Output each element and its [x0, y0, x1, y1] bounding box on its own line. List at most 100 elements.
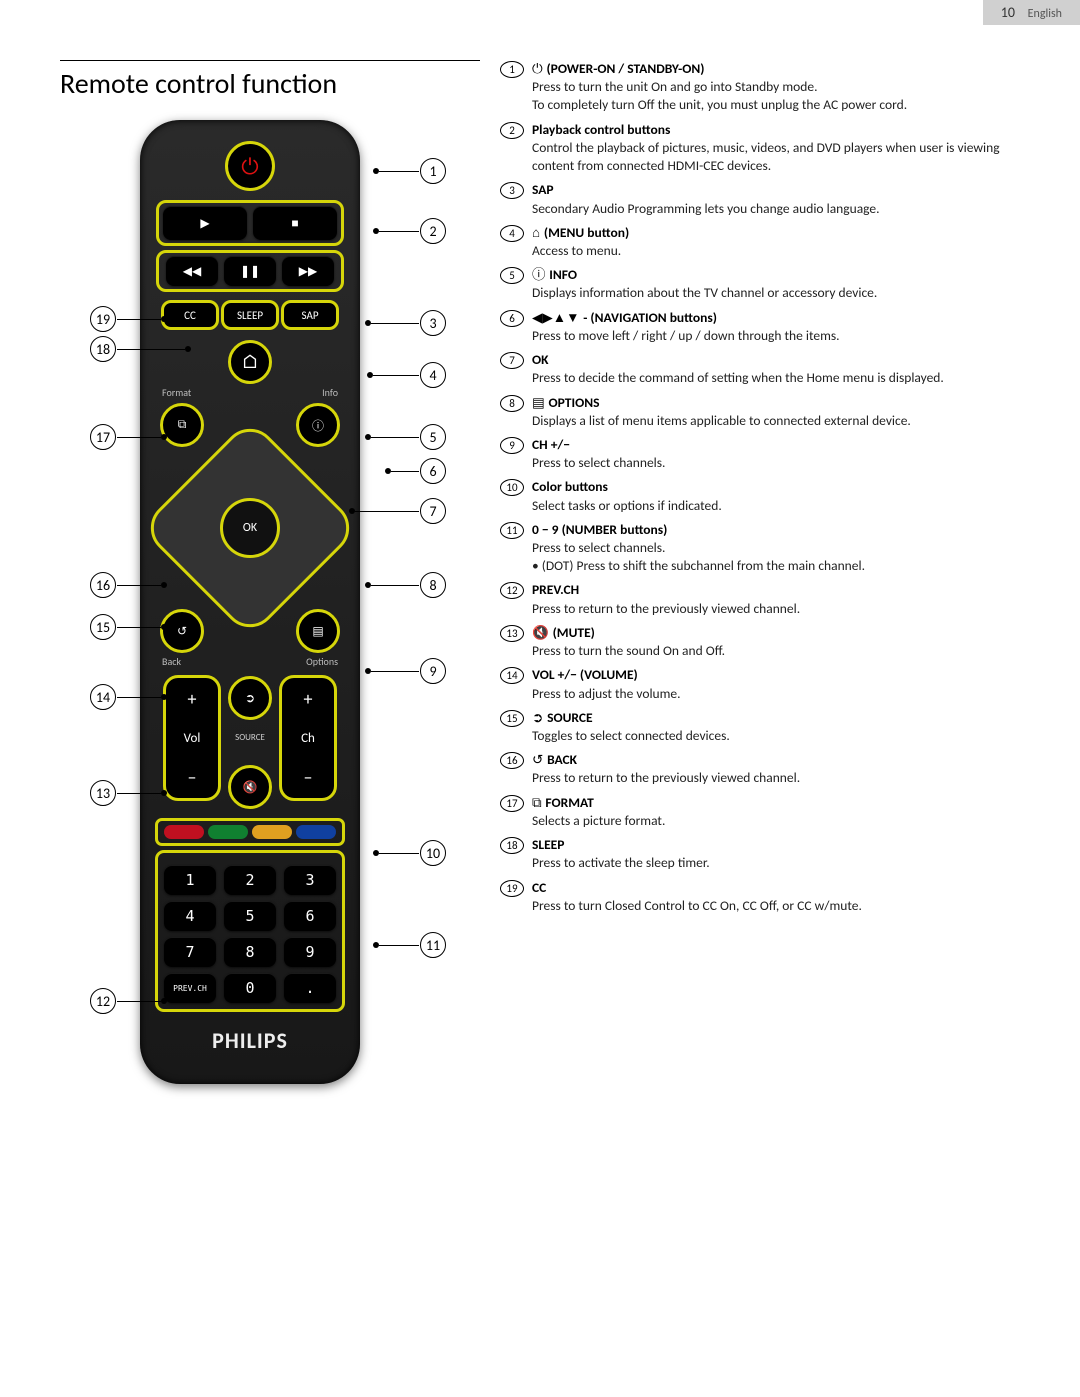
desc-sub: Press to decide the command of setting w…	[532, 369, 1040, 387]
desc-item-5: 5ⓘ INFODisplays information about the TV…	[500, 266, 1040, 302]
num-5: 5	[224, 901, 276, 931]
desc-sub: Press to activate the sleep timer.	[532, 854, 1040, 872]
format-label: Format	[162, 386, 191, 399]
desc-sub: Press to turn the unit On and go into St…	[532, 78, 1040, 114]
desc-item-4: 4⌂ (MENU button)Access to menu.	[500, 224, 1040, 260]
play-button: ▶	[163, 206, 247, 240]
desc-heading: CH +/−	[532, 436, 1040, 454]
power-button: ⏻	[228, 144, 272, 188]
number-pad: 123 456 789 PREV.CH 0 .	[158, 853, 342, 1009]
desc-body: 🔇 (MUTE)Press to turn the sound On and O…	[532, 624, 1040, 660]
desc-heading-text: (MUTE)	[553, 624, 595, 641]
desc-sub: Press to select channels.• (DOT) Press t…	[532, 539, 1040, 575]
back-label: Back	[162, 655, 181, 668]
desc-body: CCPress to turn Closed Control to CC On,…	[532, 879, 1040, 915]
desc-heading: ◀▶▲▼ - (NAVIGATION buttons)	[532, 309, 1040, 327]
vol-ch-row: + Vol – ➲ SOURCE 🔇 + Ch –	[158, 678, 342, 807]
desc-sub: Press to return to the previously viewed…	[532, 769, 1040, 787]
dpad: OK	[175, 453, 325, 603]
page-lang: English	[1028, 7, 1062, 21]
desc-sub: Press to adjust the volume.	[532, 685, 1040, 703]
callout-2: 2	[420, 218, 446, 244]
desc-sub: Press to move left / right / up / down t…	[532, 327, 1040, 345]
desc-icon: ⧉	[532, 795, 545, 810]
desc-body: 0 − 9 (NUMBER buttons)Press to select ch…	[532, 521, 1040, 576]
format-button: ⧉	[162, 405, 202, 445]
desc-heading-text: (POWER-ON / STANDBY-ON)	[546, 60, 704, 77]
desc-sub: Control the playback of pictures, music,…	[532, 139, 1040, 175]
desc-sub: Press to turn the sound On and Off.	[532, 642, 1040, 660]
callout-1: 1	[420, 158, 446, 184]
desc-num: 3	[500, 182, 524, 199]
num-4: 4	[164, 901, 216, 931]
desc-item-15: 15➲ SOURCEToggles to select connected de…	[500, 709, 1040, 745]
desc-heading: 🔇 (MUTE)	[532, 624, 1040, 642]
desc-heading: Playback control buttons	[532, 121, 1040, 139]
options-label: Options	[306, 655, 338, 668]
desc-item-12: 12PREV.CHPress to return to the previous…	[500, 581, 1040, 617]
num-1: 1	[164, 865, 216, 895]
desc-heading-text: (MENU button)	[544, 224, 629, 241]
desc-item-14: 14VOL +/− (VOLUME)Press to adjust the vo…	[500, 666, 1040, 702]
desc-heading-text: SAP	[532, 181, 554, 198]
desc-item-16: 16↺ BACKPress to return to the previousl…	[500, 751, 1040, 787]
desc-item-1: 1⏻ (POWER-ON / STANDBY-ON)Press to turn …	[500, 60, 1040, 115]
ch-plus: +	[304, 688, 313, 710]
desc-body: ➲ SOURCEToggles to select connected devi…	[532, 709, 1040, 745]
desc-item-8: 8 ▤ OPTIONSDisplays a list of menu items …	[500, 394, 1040, 430]
callout-4: 4	[420, 362, 446, 388]
desc-icon: ⏻	[532, 61, 546, 76]
format-info-labels: Format Info	[158, 386, 342, 399]
vol-plus: +	[188, 688, 197, 710]
desc-heading-text: SOURCE	[547, 709, 593, 726]
desc-heading-text: BACK	[547, 751, 577, 768]
color-red	[164, 825, 204, 839]
desc-heading: VOL +/− (VOLUME)	[532, 666, 1040, 684]
volume-rocker: + Vol –	[166, 678, 218, 798]
desc-body: SAPSecondary Audio Programming lets you …	[532, 181, 1040, 217]
desc-heading: ⧉ FORMAT	[532, 794, 1040, 812]
desc-sub: Press to turn Closed Control to CC On, C…	[532, 897, 1040, 915]
desc-num: 11	[500, 522, 524, 539]
home-row: ⌂	[158, 342, 342, 382]
vol-minus: –	[188, 766, 197, 788]
desc-heading-text: INFO	[549, 266, 577, 283]
desc-num: 18	[500, 837, 524, 854]
desc-icon: 🔇	[532, 625, 553, 640]
cc-sleep-sap-row: CC SLEEP SAP	[158, 302, 342, 328]
title-rule	[60, 60, 480, 61]
desc-sub: Press to return to the previously viewed…	[532, 600, 1040, 618]
page-title: Remote control function	[60, 66, 337, 101]
desc-num: 8	[500, 395, 524, 412]
desc-sub: Displays a list of menu items applicable…	[532, 412, 1040, 430]
callout-9: 9	[420, 658, 446, 684]
desc-sub: Selects a picture format.	[532, 812, 1040, 830]
channel-rocker: + Ch –	[282, 678, 334, 798]
remote-illustration: ⏻ ▶ ■ ◀◀ ❚❚ ▶▶ CC SLEEP SAP ⌂ Format Inf…	[100, 120, 400, 1084]
desc-sub: Select tasks or options if indicated.	[532, 497, 1040, 515]
desc-num: 9	[500, 437, 524, 454]
desc-heading-text: Color buttons	[532, 478, 608, 495]
desc-heading-text: CH +/−	[532, 436, 570, 453]
desc-heading-text: 0 − 9 (NUMBER buttons)	[532, 521, 667, 538]
desc-heading: ➲ SOURCE	[532, 709, 1040, 727]
callout-5: 5	[420, 424, 446, 450]
desc-icon: ▤	[532, 395, 549, 410]
desc-num: 10	[500, 479, 524, 496]
ffwd-button: ▶▶	[282, 256, 334, 286]
pause-button: ❚❚	[224, 256, 276, 286]
desc-heading-text: - (NAVIGATION buttons)	[583, 309, 717, 326]
desc-item-18: 18SLEEPPress to activate the sleep timer…	[500, 836, 1040, 872]
ch-minus: –	[304, 766, 313, 788]
desc-sub: Displays information about the TV channe…	[532, 284, 1040, 302]
desc-body: ⓘ INFODisplays information about the TV …	[532, 266, 1040, 302]
color-buttons	[158, 821, 342, 843]
playback-row-2: ◀◀ ❚❚ ▶▶	[158, 252, 342, 290]
callout-3: 3	[420, 310, 446, 336]
desc-num: 19	[500, 880, 524, 897]
desc-heading-text: OPTIONS	[549, 394, 600, 411]
desc-item-3: 3 SAPSecondary Audio Programming lets you…	[500, 181, 1040, 217]
num-dot: .	[284, 973, 336, 1003]
info-button: ⓘ	[298, 405, 338, 445]
sleep-button: SLEEP	[223, 302, 277, 328]
